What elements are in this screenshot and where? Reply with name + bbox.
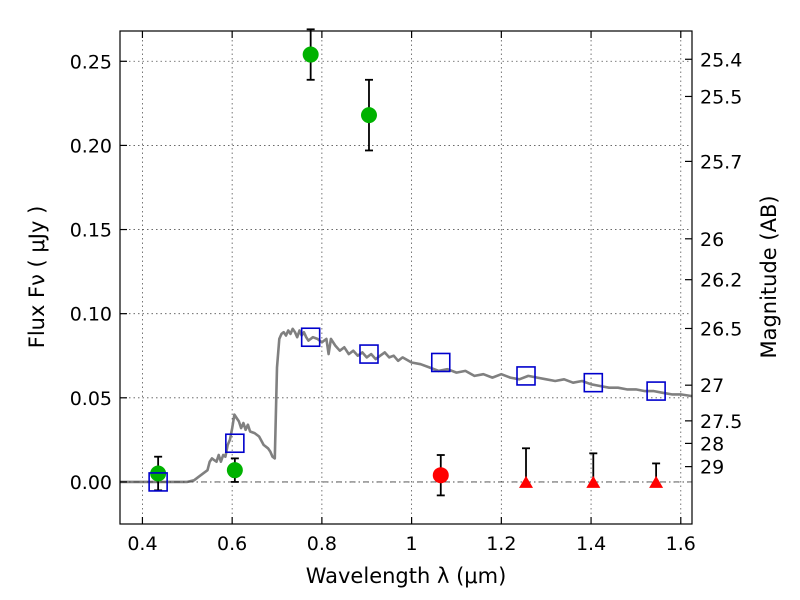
model-flux-square	[516, 366, 536, 386]
y-tick-label: 0.15	[70, 220, 112, 242]
right-tick-label: 27	[700, 375, 724, 397]
upper-limit-marker	[649, 475, 664, 488]
detection-point	[360, 107, 377, 124]
model-flux-square	[583, 372, 604, 393]
right-tick-label: 27.5	[700, 411, 742, 433]
right-tick-label: 25.5	[700, 86, 742, 108]
y-axis-title: Flux Fν ( μJy )	[25, 206, 49, 349]
x-tick-label: 0.8	[307, 533, 337, 555]
x-tick-label: 1.6	[666, 533, 696, 555]
axis-ticks: 0.4 0.6 0.8 1 1.2 1.4 1.6 0.00 0.05 0.10 0.15 0.20 0…	[70, 31, 742, 555]
model-flux-square	[148, 472, 168, 492]
model-flux-square	[300, 327, 321, 348]
right-tick-label: 29	[700, 457, 724, 479]
right-tick-label: 26.5	[700, 318, 742, 340]
y-tick-label: 0.10	[70, 304, 112, 326]
data-markers	[148, 46, 666, 492]
sed-curve	[120, 327, 693, 484]
y-tick-label: 0.00	[70, 472, 112, 494]
x-tick-label: 0.6	[217, 533, 247, 555]
model-flux-square	[430, 352, 451, 373]
upper-limit-marker	[519, 475, 534, 488]
model-flux-square	[646, 381, 666, 401]
y-tick-label: 0.25	[70, 51, 112, 73]
sed-line	[120, 327, 693, 484]
right-tick-label: 26.2	[700, 270, 742, 292]
x-tick-label: 1.2	[486, 533, 516, 555]
plot-frame	[119, 30, 693, 525]
upper-limit-marker	[586, 475, 601, 488]
non-detection-point	[432, 467, 449, 484]
model-flux-square	[225, 433, 245, 454]
x-tick-label: 1.4	[576, 533, 606, 555]
x-tick-label: 1	[406, 533, 418, 555]
right-tick-label: 28	[700, 433, 724, 455]
y-tick-label: 0.20	[70, 135, 112, 157]
right-tick-label: 26	[700, 229, 724, 251]
detection-point	[302, 46, 319, 63]
y-tick-label: 0.05	[70, 388, 112, 410]
right-axis-title: Magnitude (AB)	[757, 195, 781, 358]
detection-point	[226, 462, 243, 479]
x-tick-label: 0.4	[127, 533, 157, 555]
grid-lines	[120, 31, 692, 524]
error-bars	[154, 28, 661, 497]
right-tick-label: 25.4	[700, 49, 742, 71]
right-tick-label: 25.7	[700, 151, 742, 173]
model-flux-square	[359, 344, 379, 364]
x-axis-title: Wavelength λ (μm)	[306, 564, 507, 588]
